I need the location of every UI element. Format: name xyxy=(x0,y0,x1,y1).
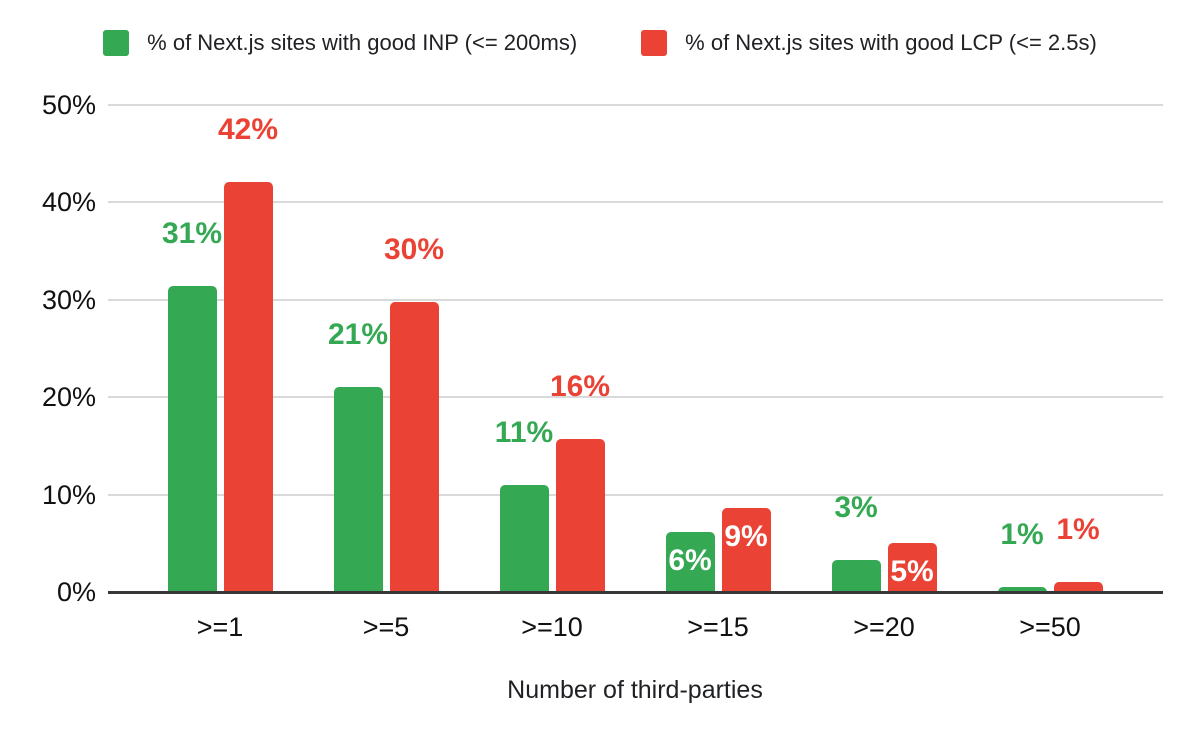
bar-value-label: 21% xyxy=(327,318,389,352)
gridline xyxy=(108,104,1163,106)
lcp-bar xyxy=(223,181,273,592)
y-tick-label: 10% xyxy=(41,479,96,510)
legend-item: % of Next.js sites with good INP (<= 200… xyxy=(103,30,577,56)
x-tick-label: >=10 xyxy=(521,612,583,642)
bar-value-label: 11% xyxy=(494,415,554,449)
y-tick-label: 0% xyxy=(56,577,96,607)
bar-value-label: 30% xyxy=(383,232,445,266)
bar-value-label: 5% xyxy=(890,555,934,589)
inp-bar xyxy=(333,387,383,592)
legend-label: % of Next.js sites with good INP (<= 200… xyxy=(147,30,578,55)
bar-value-label: 31% xyxy=(161,217,223,251)
gridline xyxy=(108,201,1163,204)
x-tick-label: >=1 xyxy=(196,612,244,642)
y-tick-label: 40% xyxy=(41,187,96,218)
bar-value-label: 1% xyxy=(1000,518,1044,552)
legend: % of Next.js sites with good INP (<= 200… xyxy=(0,30,1200,56)
bar-value-label: 9% xyxy=(724,520,768,554)
gridline xyxy=(108,396,1163,399)
inp-bar xyxy=(997,587,1047,592)
gridline xyxy=(108,298,1163,301)
y-tick-label: 20% xyxy=(41,382,96,413)
lcp-bar xyxy=(389,301,439,592)
x-tick-label: >=5 xyxy=(362,612,410,642)
inp-bar xyxy=(665,531,715,592)
inp-bar xyxy=(499,484,549,592)
bar-value-label: 3% xyxy=(834,490,878,524)
y-tick-label: 50% xyxy=(41,90,96,120)
legend-item: % of Next.js sites with good LCP (<= 2.5… xyxy=(641,30,1097,56)
bar-value-label: 42% xyxy=(217,112,279,146)
lcp-legend-swatch xyxy=(641,30,668,56)
x-axis-title: Number of third-parties xyxy=(507,676,763,704)
inp-bar xyxy=(167,286,217,592)
inp-bar xyxy=(831,559,881,592)
gridline xyxy=(108,493,1163,496)
lcp-bar xyxy=(887,543,937,592)
x-axis-line xyxy=(108,591,1163,594)
x-tick-label: >=50 xyxy=(1019,612,1081,642)
y-tick-label: 30% xyxy=(41,284,96,315)
bar-value-label: 16% xyxy=(549,370,611,404)
lcp-bar xyxy=(555,439,605,592)
lcp-bar xyxy=(1053,582,1103,592)
inp-legend-swatch xyxy=(103,30,130,56)
bar-value-label: 1% xyxy=(1056,513,1100,547)
bar-value-label: 6% xyxy=(668,543,712,577)
legend-label: % of Next.js sites with good LCP (<= 2.5… xyxy=(685,30,1097,55)
x-tick-label: >=15 xyxy=(687,612,749,642)
lcp-bar xyxy=(721,508,771,592)
x-tick-label: >=20 xyxy=(853,612,915,642)
